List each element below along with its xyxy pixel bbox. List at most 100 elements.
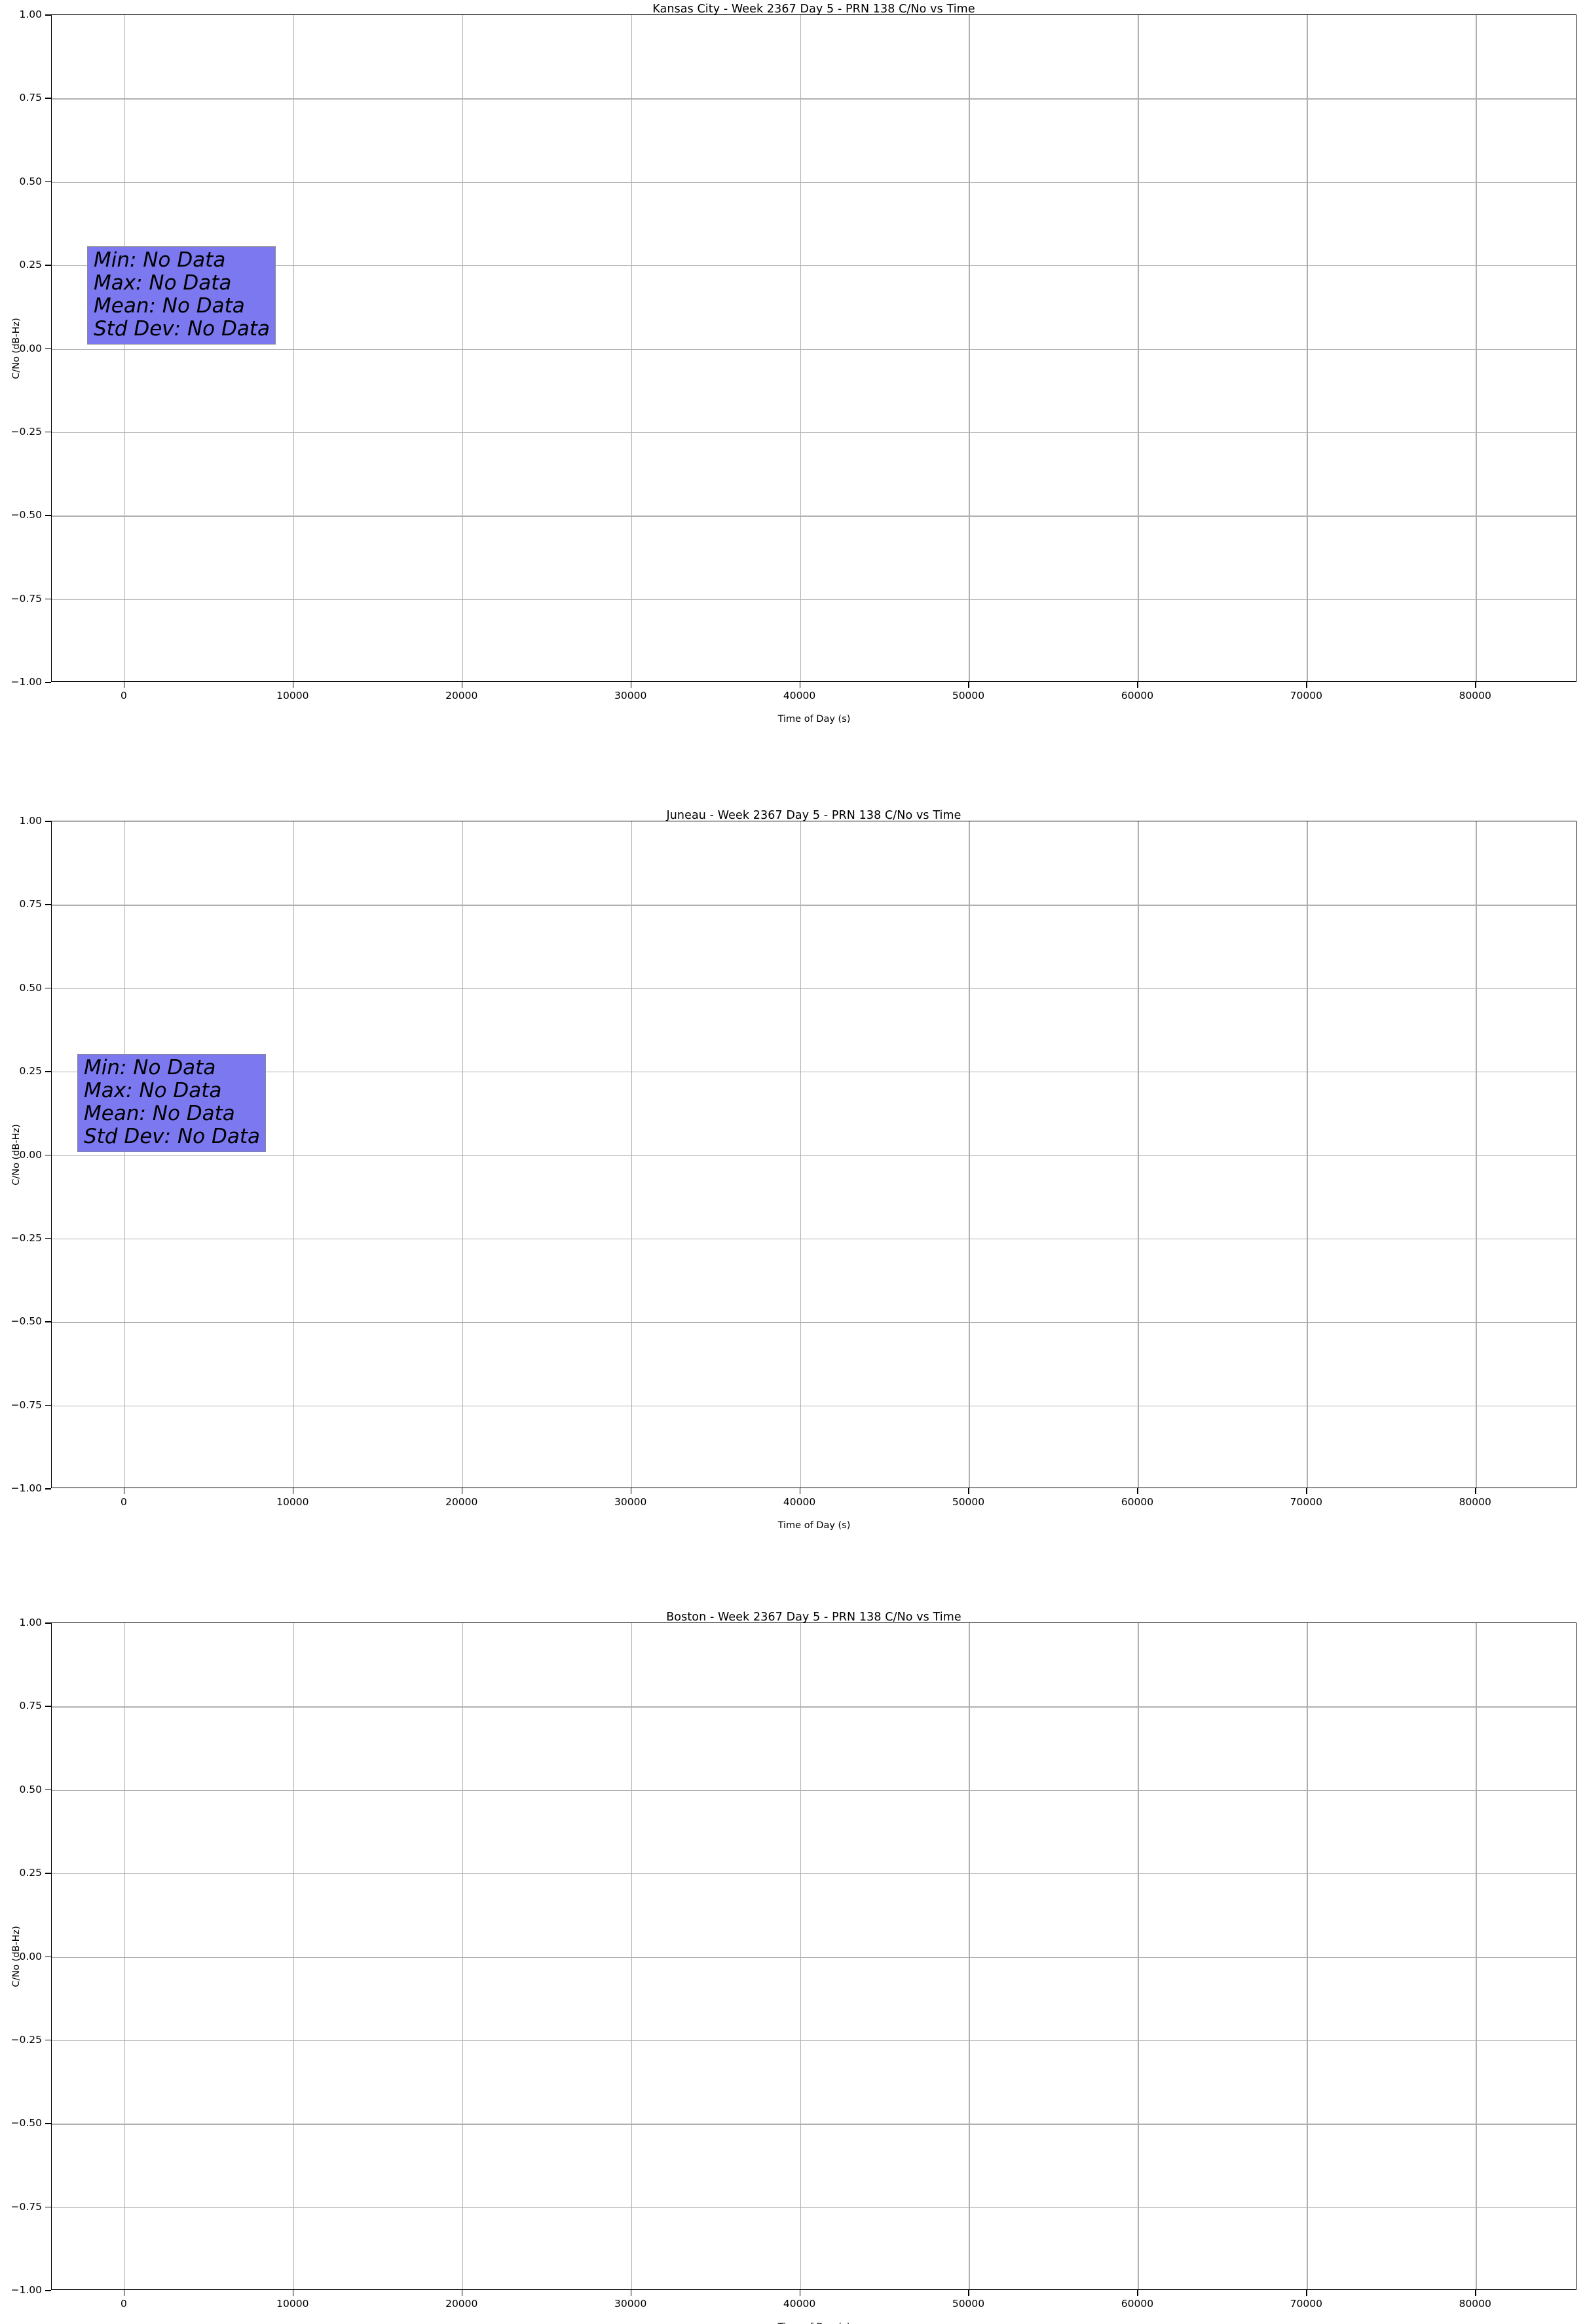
gridline-horizontal bbox=[52, 1790, 1576, 1791]
y-axis-tick-label: −1.00 bbox=[10, 1482, 43, 1494]
y-axis-title: C/No (dB-Hz) bbox=[11, 1124, 22, 1186]
x-axis-title: Time of Day (s) bbox=[778, 2322, 851, 2324]
x-axis-tick-mark bbox=[799, 2290, 801, 2296]
x-axis-tick-label: 70000 bbox=[1290, 2298, 1322, 2310]
y-axis-tick-mark bbox=[45, 2123, 51, 2124]
x-axis-tick-label: 20000 bbox=[445, 2298, 478, 2310]
x-axis-tick-mark bbox=[123, 1488, 125, 1494]
y-axis-tick-label: −0.50 bbox=[10, 509, 43, 521]
plot-area[interactable] bbox=[51, 821, 1576, 1488]
stat-min: Min: No Data bbox=[84, 1056, 216, 1079]
y-axis-tick-label: 1.00 bbox=[19, 815, 42, 827]
plot-area[interactable] bbox=[51, 14, 1576, 682]
y-axis-tick-mark bbox=[45, 1789, 51, 1791]
y-axis-tick-label: 0.75 bbox=[19, 1700, 42, 1712]
y-axis-tick-mark bbox=[45, 2039, 51, 2041]
x-axis-tick-mark bbox=[123, 2290, 125, 2296]
y-axis-tick-label: 1.00 bbox=[19, 1617, 42, 1628]
y-axis-tick-mark bbox=[45, 2206, 51, 2208]
y-axis-tick-label: 0.50 bbox=[19, 981, 42, 994]
gridline-horizontal bbox=[52, 2040, 1576, 2042]
y-axis-tick-mark bbox=[45, 1622, 51, 1624]
x-axis-tick-mark bbox=[1475, 1488, 1476, 1494]
stat-std-dev: Std Dev: No Data bbox=[94, 316, 270, 341]
x-axis-tick-mark bbox=[1137, 682, 1138, 688]
gridline-vertical bbox=[462, 821, 464, 1488]
y-axis-tick-mark bbox=[45, 1956, 51, 1958]
y-axis-tick-label: 0.25 bbox=[19, 1065, 42, 1078]
x-axis-tick-label: 10000 bbox=[276, 2298, 309, 2310]
y-axis-tick-mark bbox=[45, 1488, 51, 1490]
x-axis-tick-label: 10000 bbox=[276, 690, 309, 702]
gridline-vertical bbox=[631, 15, 632, 681]
x-axis-tick-label: 30000 bbox=[614, 690, 647, 702]
x-axis-tick-mark bbox=[1306, 682, 1307, 688]
stats-annotation-box: Min: No Data Max: No Data Mean: No Data … bbox=[87, 246, 276, 345]
y-axis-title: C/No (dB-Hz) bbox=[11, 318, 22, 379]
x-axis-tick-mark bbox=[630, 682, 632, 688]
gridline-horizontal bbox=[52, 98, 1576, 100]
plot-area[interactable] bbox=[51, 1622, 1576, 2290]
y-axis-tick-label: −0.50 bbox=[10, 1315, 43, 1328]
y-axis-tick-label: 0.00 bbox=[19, 1148, 42, 1161]
x-axis-tick-label: 40000 bbox=[783, 690, 816, 702]
x-axis-tick-label: 30000 bbox=[614, 2298, 647, 2310]
y-axis-tick-mark bbox=[45, 515, 51, 516]
x-axis-tick-mark bbox=[799, 1488, 801, 1494]
x-axis-tick-label: 60000 bbox=[1121, 690, 1154, 702]
y-axis-tick-label: 1.00 bbox=[19, 9, 42, 20]
gridline-horizontal bbox=[52, 348, 1576, 350]
stat-std-dev: Std Dev: No Data bbox=[84, 1124, 260, 1148]
x-axis-tick-label: 50000 bbox=[952, 690, 985, 702]
x-axis-tick-mark bbox=[799, 682, 801, 688]
gridline-horizontal bbox=[52, 181, 1576, 183]
y-axis-tick-mark bbox=[45, 1404, 51, 1406]
y-axis-tick-mark bbox=[45, 904, 51, 905]
x-axis-tick-mark bbox=[123, 682, 125, 688]
chart-panel-boston: Boston - Week 2367 Day 5 - PRN 138 C/No … bbox=[0, 1608, 1585, 2324]
x-axis-tick-label: 0 bbox=[120, 2298, 127, 2310]
y-axis-tick-mark bbox=[45, 14, 51, 16]
y-axis-tick-label: 0.50 bbox=[19, 1783, 42, 1795]
x-axis-tick-label: 70000 bbox=[1290, 690, 1322, 702]
stat-mean: Mean: No Data bbox=[94, 293, 245, 318]
gridline-vertical bbox=[124, 1623, 126, 2289]
x-axis-title: Time of Day (s) bbox=[777, 1520, 851, 1531]
y-axis-tick-mark bbox=[45, 431, 51, 433]
stats-annotation-box: Min: No Data Max: No Data Mean: No Data … bbox=[77, 1054, 266, 1152]
x-axis-tick-mark bbox=[461, 682, 463, 688]
y-axis-tick-mark bbox=[45, 1071, 51, 1072]
y-axis-tick-mark bbox=[45, 98, 51, 99]
x-axis-tick-mark bbox=[630, 2290, 632, 2296]
gridline-vertical bbox=[124, 821, 126, 1488]
x-axis-tick-label: 30000 bbox=[614, 1496, 647, 1508]
x-axis-tick-label: 80000 bbox=[1459, 690, 1491, 702]
x-axis-tick-mark bbox=[630, 1488, 632, 1494]
gridline-vertical bbox=[293, 1623, 295, 2289]
gridline-vertical bbox=[800, 1623, 801, 2289]
y-axis-tick-label: −0.25 bbox=[10, 2033, 43, 2046]
y-axis-tick-label: −0.50 bbox=[10, 2117, 43, 2129]
y-axis-tick-mark bbox=[45, 987, 51, 989]
x-axis-tick-mark bbox=[292, 1488, 294, 1494]
y-axis-tick-mark bbox=[45, 598, 51, 600]
y-axis-tick-label: 0.75 bbox=[19, 92, 42, 104]
gridline-horizontal bbox=[52, 265, 1576, 267]
x-axis-tick-mark bbox=[1475, 682, 1476, 688]
panel-title: Boston - Week 2367 Day 5 - PRN 138 C/No … bbox=[666, 1611, 961, 1624]
x-axis-tick-label: 20000 bbox=[445, 690, 478, 702]
stat-min: Min: No Data bbox=[94, 248, 226, 272]
gridline-horizontal bbox=[52, 1873, 1576, 1875]
x-axis-tick-mark bbox=[968, 682, 970, 688]
y-axis-title: C/No (dB-Hz) bbox=[11, 1926, 22, 1987]
y-axis-tick-label: −0.25 bbox=[10, 425, 43, 438]
x-axis-tick-label: 80000 bbox=[1459, 2298, 1491, 2310]
x-axis-tick-label: 20000 bbox=[445, 1496, 478, 1508]
y-axis-tick-mark bbox=[45, 265, 51, 266]
gridline-vertical bbox=[293, 821, 295, 1488]
y-axis-tick-label: −0.25 bbox=[10, 1231, 43, 1244]
x-axis-tick-label: 40000 bbox=[783, 2298, 816, 2310]
y-axis-tick-label: 0.50 bbox=[19, 175, 42, 187]
gridline-horizontal bbox=[52, 2207, 1576, 2208]
